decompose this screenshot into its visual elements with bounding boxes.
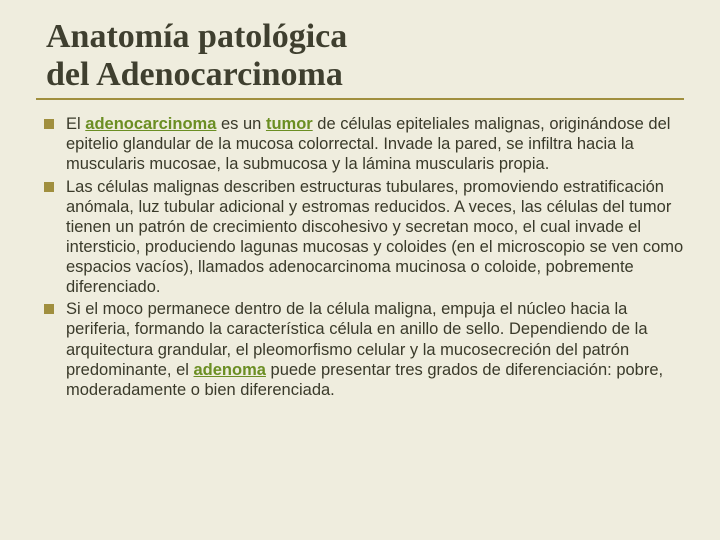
bullet-text: es un xyxy=(216,115,266,133)
title-underline xyxy=(36,98,684,100)
keyword-adenocarcinoma: adenocarcinoma xyxy=(85,115,216,133)
bullet-text: El xyxy=(66,115,85,133)
title-line-2: del Adenocarcinoma xyxy=(46,56,343,93)
slide-title: Anatomía patológica del Adenocarcinoma xyxy=(46,18,684,94)
list-item: Si el moco permanece dentro de la célula… xyxy=(40,299,684,400)
keyword-adenoma: adenoma xyxy=(194,361,266,379)
title-line-1: Anatomía patológica xyxy=(46,18,347,55)
bullet-text: Las células malignas describen estructur… xyxy=(66,178,683,297)
keyword-tumor: tumor xyxy=(266,115,313,133)
list-item: El adenocarcinoma es un tumor de células… xyxy=(40,114,684,174)
bullet-list: El adenocarcinoma es un tumor de células… xyxy=(36,114,684,400)
list-item: Las células malignas describen estructur… xyxy=(40,177,684,298)
